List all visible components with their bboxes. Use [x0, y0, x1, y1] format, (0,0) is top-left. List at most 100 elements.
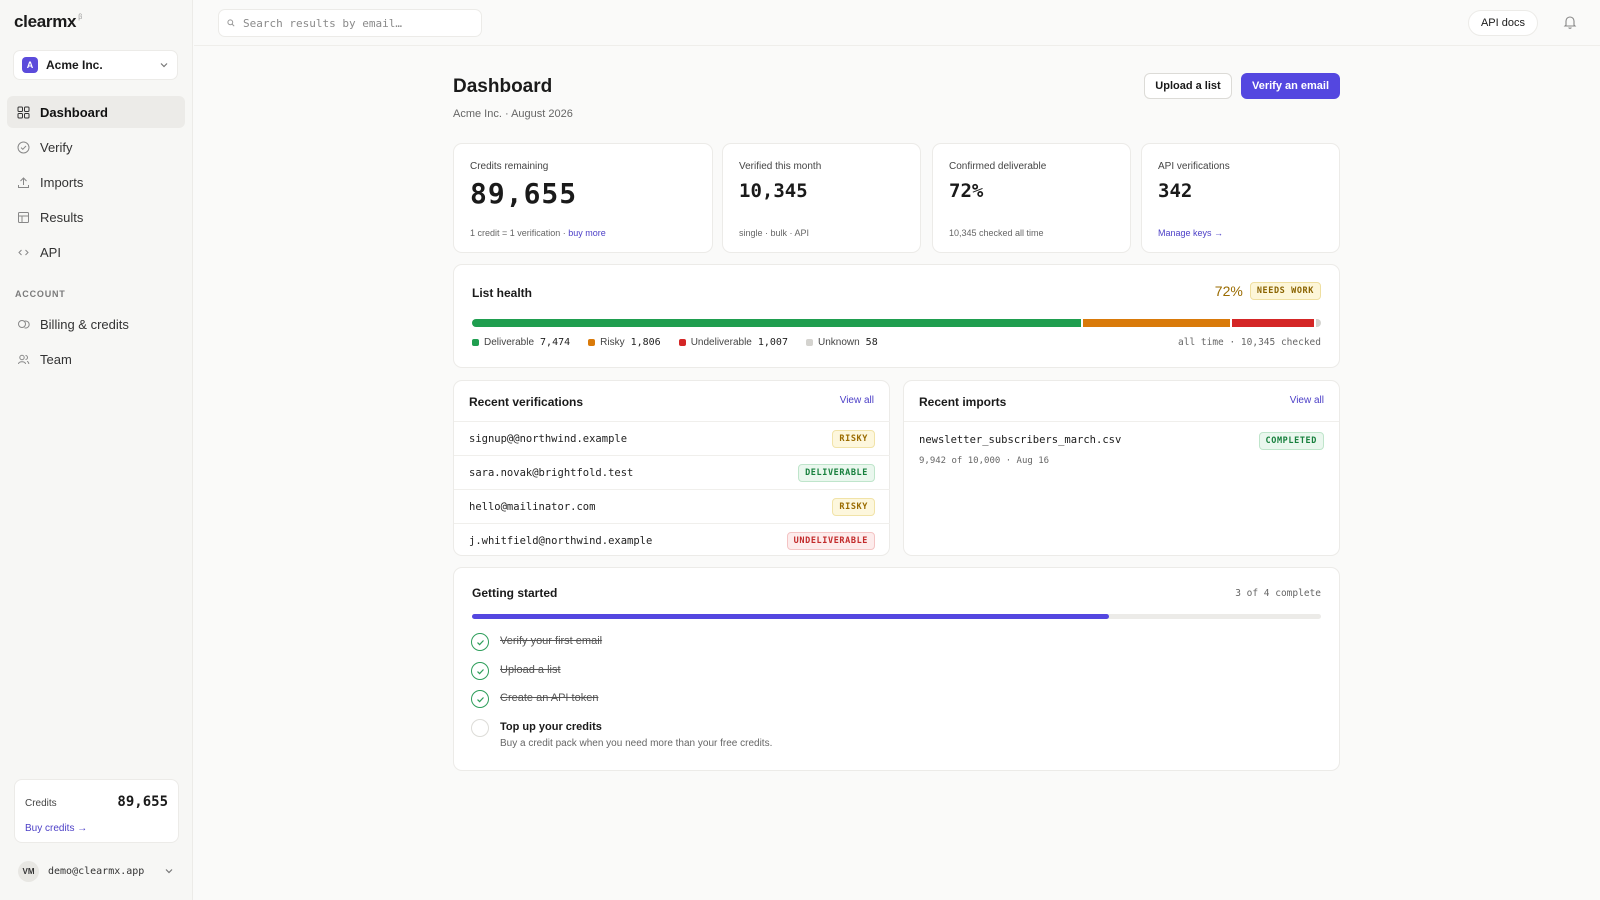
stat-footnote: 10,345 checked all time: [949, 228, 1044, 238]
list-health-title: List health: [472, 286, 533, 300]
legend-value: 1,806: [630, 337, 661, 348]
list-health-card: List health 72% NEEDS WORK Deliverable 7,…: [453, 264, 1340, 368]
avatar: VM: [18, 860, 39, 882]
table-row[interactable]: j.whitfield@northwind.example UNDELIVERA…: [454, 523, 890, 557]
search-input[interactable]: [243, 16, 463, 30]
grid-icon: [17, 106, 30, 119]
empty-circle-icon: [471, 719, 489, 737]
stat-label: API verifications: [1158, 161, 1230, 172]
stat-value: 72%: [949, 180, 984, 202]
app-logo[interactable]: clearmx β: [14, 12, 82, 31]
stat-card-verified: Verified this month 10,345 single · bulk…: [722, 143, 921, 253]
stat-label: Confirmed deliverable: [949, 161, 1047, 172]
status-badge: RISKY: [832, 497, 875, 516]
legend-dot: [472, 339, 479, 346]
sidebar-item-label: Dashboard: [40, 104, 108, 120]
sidebar-item-results[interactable]: Results: [7, 201, 185, 233]
code-icon: [17, 246, 30, 259]
check-icon: [471, 690, 489, 708]
sidebar-item-billing[interactable]: Billing & credits: [7, 308, 185, 340]
health-bar: [472, 319, 1321, 327]
task-label: Upload a list: [500, 664, 561, 676]
buy-credits-link[interactable]: Buy credits →: [25, 823, 88, 834]
health-percent: 72%: [1214, 283, 1243, 299]
recent-verifications-title: Recent verifications: [469, 395, 584, 409]
view-all-imports-link[interactable]: View all: [1289, 395, 1324, 406]
row-email: hello@mailinator.com: [469, 500, 596, 513]
legend-label: Deliverable: [484, 337, 535, 348]
coins-icon: [17, 318, 30, 331]
row-email: signup@@northwind.example: [469, 432, 628, 445]
progress-fill: [472, 614, 1109, 619]
verify-email-button[interactable]: Verify an email: [1241, 73, 1340, 99]
sidebar-credits-card: Credits 89,655 Buy credits →: [14, 779, 179, 843]
sidebar-item-label: Results: [40, 209, 84, 225]
credits-value: 89,655: [117, 794, 168, 810]
legend-value: 1,007: [757, 337, 788, 348]
getting-started-card: Getting started 3 of 4 complete Verify y…: [453, 567, 1340, 771]
table-row[interactable]: hello@mailinator.com RISKY: [454, 489, 890, 523]
upload-list-button[interactable]: Upload a list: [1144, 73, 1232, 99]
status-badge: DELIVERABLE: [798, 463, 875, 482]
bell-icon[interactable]: [1562, 14, 1578, 30]
sidebar-item-label: API: [40, 244, 61, 260]
health-segment-deliverable: [472, 319, 1082, 327]
sidebar-item-api[interactable]: API: [7, 236, 185, 268]
org-switcher[interactable]: A Acme Inc.: [13, 50, 178, 80]
legend-value: 7,474: [540, 337, 571, 348]
stat-card-credits: Credits remaining 89,655 1 credit = 1 ve…: [453, 143, 713, 253]
user-email: demo@clearmx.app: [48, 865, 145, 877]
org-name: Acme Inc.: [46, 58, 103, 72]
legend-label: Unknown: [817, 337, 860, 348]
status-badge: COMPLETED: [1258, 432, 1324, 450]
row-email: sara.novak@brightfold.test: [469, 466, 634, 479]
check-circle-icon: [17, 141, 30, 154]
task-item[interactable]: Upload a list: [471, 662, 561, 680]
task-label: Verify your first email: [500, 635, 603, 647]
legend-dot: [678, 339, 686, 346]
stat-label: Verified this month: [739, 161, 822, 172]
table-row[interactable]: sara.novak@brightfold.test DELIVERABLE: [454, 455, 890, 489]
page-subtitle: Acme Inc. · August 2026: [453, 108, 573, 120]
manage-keys-link[interactable]: Manage keys →: [1158, 228, 1224, 238]
table-icon: [17, 211, 30, 224]
stat-card-api: API verifications 342 Manage keys →: [1141, 143, 1340, 253]
health-segment-risky: [1083, 319, 1231, 327]
search-icon: [227, 19, 235, 27]
chevron-down-icon: [165, 869, 173, 874]
stat-value: 10,345: [739, 180, 808, 202]
sidebar-item-imports[interactable]: Imports: [7, 166, 185, 198]
legend-dot: [588, 339, 596, 346]
status-badge: NEEDS WORK: [1249, 282, 1321, 300]
getting-started-title: Getting started: [472, 586, 558, 600]
chevron-down-icon: [160, 63, 168, 68]
list-health-score: 72% NEEDS WORK: [1215, 282, 1321, 300]
getting-started-progress-bar: [472, 614, 1321, 619]
sidebar-item-label: Imports: [40, 174, 84, 190]
task-label: Top up your credits: [500, 721, 602, 733]
page-title: Dashboard: [453, 76, 553, 97]
api-docs-button[interactable]: API docs: [1467, 10, 1538, 36]
user-menu[interactable]: VM demo@clearmx.app: [18, 860, 174, 882]
legend-label: Risky: [600, 337, 625, 348]
sidebar-item-dashboard[interactable]: Dashboard: [7, 96, 185, 128]
task-item[interactable]: Top up your credits Buy a credit pack wh…: [471, 719, 772, 749]
health-legend: Deliverable 7,474 Risky 1,806 Undeliverable 1…: [472, 337, 896, 348]
task-item[interactable]: Verify your first email: [471, 633, 602, 651]
view-all-verifications-link[interactable]: View all: [839, 395, 874, 406]
row-email: j.whitfield@northwind.example: [469, 534, 653, 547]
sidebar-item-team[interactable]: Team: [7, 343, 185, 375]
table-row[interactable]: signup@@northwind.example RISKY: [454, 421, 890, 455]
buy-more-link[interactable]: buy more: [568, 228, 606, 238]
stat-value: 342: [1158, 180, 1193, 202]
sidebar-item-verify[interactable]: Verify: [7, 131, 185, 163]
upload-icon: [17, 176, 30, 189]
list-item[interactable]: newsletter_subscribers_march.csv 9,942 o…: [904, 421, 1339, 477]
credits-label: Credits: [25, 798, 57, 809]
task-item[interactable]: Create an API token: [471, 690, 598, 708]
check-icon: [471, 633, 489, 651]
search-box[interactable]: [218, 9, 482, 37]
stat-footnote: single · bulk · API: [739, 228, 810, 238]
task-label: Create an API token: [500, 692, 599, 704]
recent-imports-title: Recent imports: [919, 395, 1007, 409]
